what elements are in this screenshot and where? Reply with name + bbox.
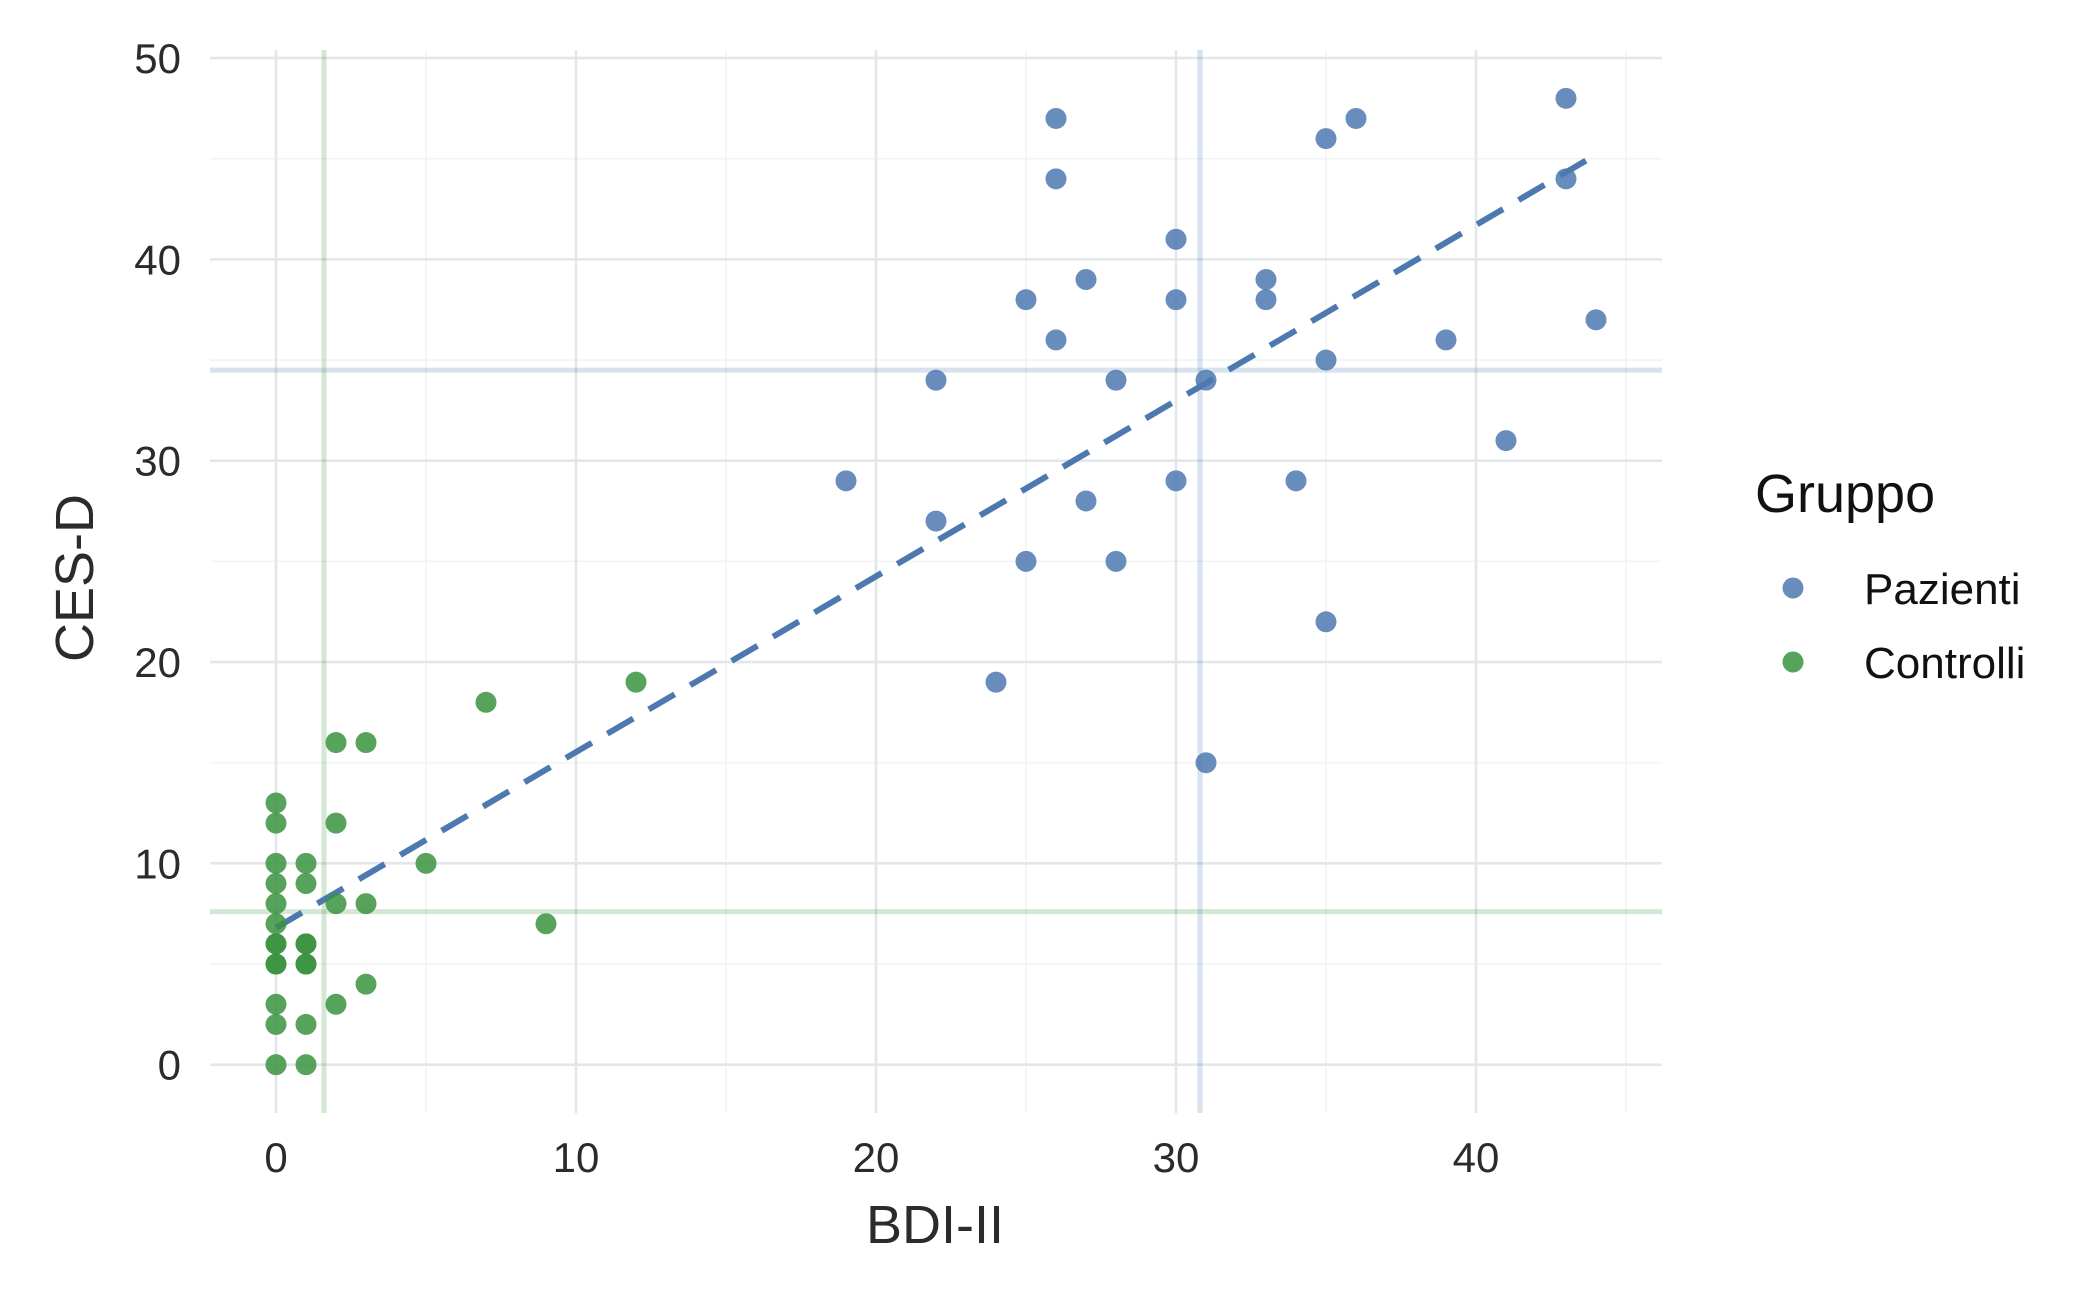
y-tick-label: 0 <box>158 1042 181 1089</box>
plot-area: 0 10 20 30 40 0 10 20 30 40 50 <box>134 35 1662 1181</box>
data-point <box>265 933 287 955</box>
legend-marker <box>1782 651 1804 673</box>
data-point <box>295 1013 317 1035</box>
data-point <box>925 369 947 391</box>
data-point <box>355 732 377 754</box>
data-point <box>1045 107 1067 129</box>
data-point <box>1015 550 1037 572</box>
y-tick-label: 20 <box>134 639 181 686</box>
x-tick-label: 10 <box>553 1134 600 1181</box>
data-point <box>1045 168 1067 190</box>
data-point <box>1105 550 1127 572</box>
data-point <box>265 1013 287 1035</box>
data-point <box>265 792 287 814</box>
data-point <box>355 973 377 995</box>
y-axis-title: CES-D <box>45 494 105 662</box>
data-point <box>265 872 287 894</box>
data-point <box>1255 269 1277 291</box>
y-tick-label: 30 <box>134 438 181 485</box>
trend-line <box>274 152 1598 931</box>
data-point <box>1075 490 1097 512</box>
data-point <box>325 993 347 1015</box>
x-axis-title: BDI-II <box>866 1195 1004 1255</box>
x-tick-label: 0 <box>264 1134 287 1181</box>
x-tick-label: 40 <box>1453 1134 1500 1181</box>
legend-label: Pazienti <box>1864 565 2021 614</box>
data-point <box>1195 752 1217 774</box>
data-point <box>295 1054 317 1076</box>
data-point <box>835 470 857 492</box>
data-point <box>265 913 287 935</box>
x-tick-label: 30 <box>1153 1134 1200 1181</box>
data-point <box>1165 470 1187 492</box>
data-point <box>1165 289 1187 311</box>
data-point <box>265 1054 287 1076</box>
legend-item: Controlli <box>1782 639 2025 688</box>
legend-item: Pazienti <box>1782 565 2021 614</box>
series-controlli <box>265 671 647 1076</box>
data-point <box>1555 87 1577 109</box>
data-point <box>1585 309 1607 331</box>
data-point <box>1315 349 1337 371</box>
legend: Gruppo Pazienti Controlli <box>1755 464 2025 688</box>
data-point <box>1255 289 1277 311</box>
data-point <box>1105 369 1127 391</box>
data-point <box>1555 168 1577 190</box>
series-pazienti <box>835 87 1607 774</box>
data-point <box>985 671 1007 693</box>
data-point <box>925 510 947 532</box>
data-point <box>265 852 287 874</box>
data-point <box>1285 470 1307 492</box>
data-point <box>1075 269 1097 291</box>
data-point <box>355 893 377 915</box>
x-tick-label: 20 <box>853 1134 900 1181</box>
legend-items: Pazienti Controlli <box>1782 565 2025 688</box>
legend-label: Controlli <box>1864 639 2025 688</box>
data-point <box>535 913 557 935</box>
data-point <box>1195 369 1217 391</box>
data-point <box>1165 228 1187 250</box>
data-point <box>1015 289 1037 311</box>
data-point <box>1435 329 1457 351</box>
data-point <box>1345 107 1367 129</box>
data-point <box>625 671 647 693</box>
y-tick-label: 50 <box>134 35 181 82</box>
y-tick-label: 10 <box>134 840 181 887</box>
data-point <box>295 953 317 975</box>
data-point <box>1045 329 1067 351</box>
legend-title: Gruppo <box>1755 464 1935 524</box>
data-point <box>265 812 287 834</box>
data-point <box>295 933 317 955</box>
data-point <box>1495 430 1517 452</box>
data-point <box>265 953 287 975</box>
legend-marker <box>1782 577 1804 599</box>
data-point <box>265 893 287 915</box>
data-point <box>325 893 347 915</box>
data-point <box>415 852 437 874</box>
data-point <box>1315 128 1337 150</box>
data-point <box>475 691 497 713</box>
y-tick-label: 40 <box>134 236 181 283</box>
data-point <box>325 812 347 834</box>
data-point <box>295 872 317 894</box>
data-point <box>265 993 287 1015</box>
data-point <box>1315 611 1337 633</box>
data-point <box>325 732 347 754</box>
data-point <box>295 852 317 874</box>
